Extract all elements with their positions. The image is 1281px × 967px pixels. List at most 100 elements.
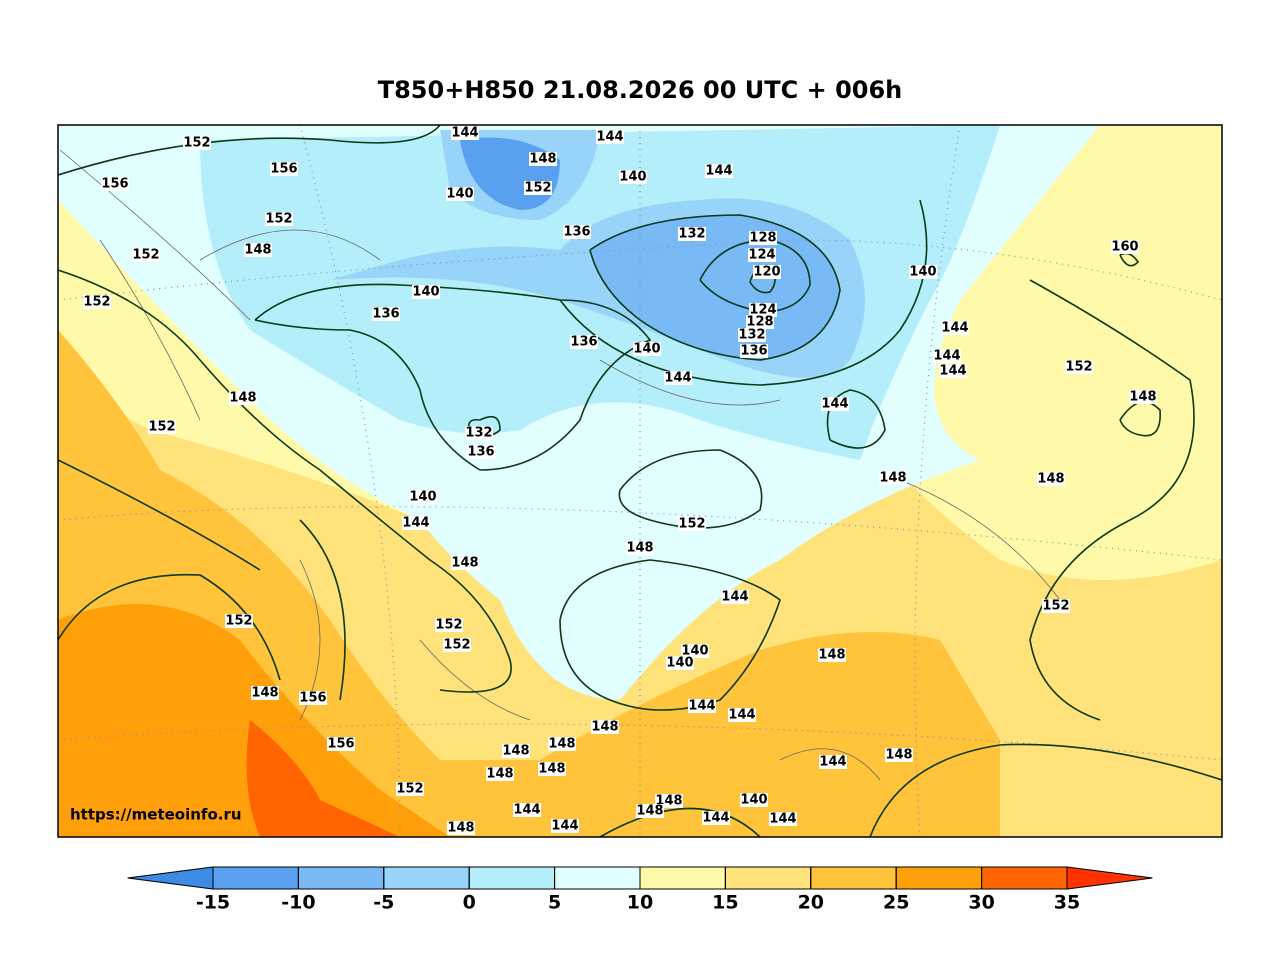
contour-label: 140 xyxy=(412,285,439,300)
label-bg xyxy=(183,136,211,150)
label-bg xyxy=(372,307,400,321)
label-bg xyxy=(551,819,579,833)
colorbar-tick-label: 25 xyxy=(883,892,909,914)
label-bg xyxy=(626,541,654,555)
colorbar-segment xyxy=(810,866,897,890)
label-bg xyxy=(939,364,967,378)
colorbar-tick-label: -10 xyxy=(281,892,315,914)
label-bg xyxy=(148,420,176,434)
label-bg xyxy=(705,164,733,178)
contour-label: 148 xyxy=(1129,390,1156,405)
contour-label: 140 xyxy=(681,644,708,659)
label-bg xyxy=(818,648,846,662)
contour-label: 140 xyxy=(619,170,646,185)
contour-label: 144 xyxy=(596,130,623,145)
label-bg xyxy=(1042,599,1070,613)
contour-label: 156 xyxy=(101,177,128,192)
colorbar-end xyxy=(127,866,214,890)
label-bg xyxy=(678,227,706,241)
colorbar-segment xyxy=(297,866,385,890)
label-bg xyxy=(1065,360,1093,374)
contour-label: 144 xyxy=(705,164,732,179)
contour-label: 144 xyxy=(513,803,540,818)
contour-label: 144 xyxy=(819,755,846,770)
colorbar-tick-label: 0 xyxy=(463,892,476,914)
label-bg xyxy=(524,181,552,195)
label-bg xyxy=(753,265,781,279)
label-bg xyxy=(270,162,298,176)
contour-label: 140 xyxy=(409,490,436,505)
contour-label: 148 xyxy=(636,804,663,819)
label-bg xyxy=(299,691,327,705)
label-bg xyxy=(1037,472,1065,486)
label-bg xyxy=(769,812,797,826)
contour-label: 148 xyxy=(885,748,912,763)
label-bg xyxy=(465,426,493,440)
contour-label: 152 xyxy=(265,212,292,227)
colorbar-segment xyxy=(554,866,641,890)
contour-label: 136 xyxy=(740,344,767,359)
label-bg xyxy=(666,656,694,670)
label-bg xyxy=(633,342,661,356)
label-bg xyxy=(83,295,111,309)
contour-label: 132 xyxy=(738,328,765,343)
contour-label: 148 xyxy=(626,541,653,556)
contour-label: 132 xyxy=(678,227,705,242)
colorbar-end xyxy=(1066,866,1153,890)
label-bg xyxy=(619,170,647,184)
contour-label: 144 xyxy=(939,364,966,379)
label-bg xyxy=(265,212,293,226)
label-bg xyxy=(681,644,709,658)
contour-label: 124 xyxy=(749,303,776,318)
label-bg xyxy=(885,748,913,762)
label-bg xyxy=(749,303,777,317)
contour-label: 144 xyxy=(721,590,748,605)
contour-label: 140 xyxy=(909,265,936,280)
contour-label: 152 xyxy=(396,782,423,797)
label-bg xyxy=(451,556,479,570)
colorbar-segment xyxy=(212,866,299,890)
label-bg xyxy=(447,821,475,835)
contour-label: 124 xyxy=(748,248,775,263)
contour-label: 136 xyxy=(467,445,494,460)
contour-label: 148 xyxy=(548,737,575,752)
label-bg xyxy=(821,397,849,411)
label-bg xyxy=(819,755,847,769)
colorbar-segment xyxy=(981,866,1068,890)
label-bg xyxy=(688,699,716,713)
contour-label: 148 xyxy=(251,686,278,701)
contour-label: 144 xyxy=(664,371,691,386)
label-bg xyxy=(563,225,591,239)
contour-label: 152 xyxy=(435,618,462,633)
label-bg xyxy=(933,349,961,363)
label-bg xyxy=(879,471,907,485)
colorbar-segment xyxy=(724,866,812,890)
colorbar-segment xyxy=(383,866,470,890)
contour-label: 144 xyxy=(551,819,578,834)
contour-label: 148 xyxy=(244,243,271,258)
contour-label: 148 xyxy=(591,720,618,735)
contour-label: 136 xyxy=(372,307,399,322)
label-bg xyxy=(596,130,624,144)
contour-label: 144 xyxy=(702,811,729,826)
label-bg xyxy=(402,516,430,530)
colorbar: -15 -10 -5 0 5 10 15 20 25 30 35 xyxy=(127,866,1153,914)
contour-label: 144 xyxy=(933,349,960,364)
field xyxy=(58,125,1222,837)
contour-label: 148 xyxy=(502,744,529,759)
contour-label: 128 xyxy=(746,315,773,330)
label-bg xyxy=(244,243,272,257)
contour-label: 152 xyxy=(1042,599,1069,614)
label-bg xyxy=(678,517,706,531)
label-bg xyxy=(591,720,619,734)
label-bg xyxy=(538,762,566,776)
contour-label: 144 xyxy=(821,397,848,412)
contour-label: 148 xyxy=(486,767,513,782)
contour-label: 152 xyxy=(225,614,252,629)
contour-label: 148 xyxy=(1037,472,1064,487)
label-bg xyxy=(636,804,664,818)
watermark: https://meteoinfo.ru xyxy=(70,806,242,824)
label-bg xyxy=(570,335,598,349)
